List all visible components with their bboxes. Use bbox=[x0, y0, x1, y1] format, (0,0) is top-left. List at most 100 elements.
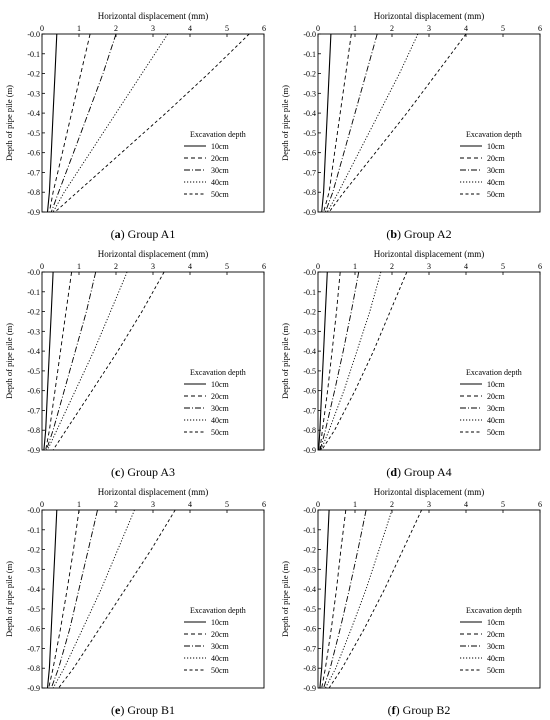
panel-caption: (a) Group A1 bbox=[111, 227, 176, 241]
y-tick-label: -0.8 bbox=[303, 664, 316, 673]
x-tick-label: 3 bbox=[427, 24, 431, 33]
panel-caption: (d) Group A4 bbox=[386, 465, 451, 479]
panel-letter: d bbox=[390, 465, 397, 479]
x-axis-title: Horizontal displacement (mm) bbox=[374, 249, 484, 259]
x-tick-label: 6 bbox=[538, 24, 542, 33]
legend-title: Excavation depth bbox=[190, 130, 246, 139]
y-tick-label: -0.5 bbox=[303, 129, 316, 138]
y-tick-label: -0.5 bbox=[27, 605, 40, 614]
plot-frame bbox=[317, 509, 541, 689]
x-tick-label: 4 bbox=[464, 500, 468, 509]
legend-item-40cm: 40cm bbox=[211, 654, 230, 663]
panel-group-name: Group B2 bbox=[403, 703, 451, 717]
series-line-40cm bbox=[52, 509, 135, 689]
legend-item-10cm: 10cm bbox=[211, 618, 230, 627]
legend-item-10cm: 10cm bbox=[487, 380, 506, 389]
y-axis-title: Depth of pipe pile (m) bbox=[280, 85, 290, 161]
x-tick-label: 6 bbox=[262, 24, 266, 33]
x-tick-label: 0 bbox=[316, 24, 320, 33]
x-axis-title: Horizontal displacement (mm) bbox=[98, 249, 208, 259]
x-tick-label: 4 bbox=[188, 262, 192, 271]
x-tick-label: 4 bbox=[464, 24, 468, 33]
y-tick-label: -0.6 bbox=[27, 387, 40, 396]
legend-item-30cm: 30cm bbox=[487, 404, 506, 413]
y-tick-label: -0.8 bbox=[303, 426, 316, 435]
legend: Excavation depth 10cm 20cm 30cm 40cm 50cm bbox=[460, 606, 522, 675]
panel-group-name: Group A3 bbox=[127, 465, 175, 479]
y-tick-label: -0.8 bbox=[303, 188, 316, 197]
y-tick-label: -0.5 bbox=[303, 605, 316, 614]
x-tick-label: 1 bbox=[353, 262, 357, 271]
legend-title: Excavation depth bbox=[466, 130, 522, 139]
series-line-10cm bbox=[43, 271, 54, 451]
x-tick-label: 6 bbox=[262, 500, 266, 509]
y-tick-label: -0.3 bbox=[303, 327, 316, 336]
x-tick-label: 0 bbox=[316, 262, 320, 271]
x-tick-label: 3 bbox=[427, 262, 431, 271]
legend-item-20cm: 20cm bbox=[211, 392, 230, 401]
y-tick-label: -0.6 bbox=[303, 387, 316, 396]
panel-group-name: Group A2 bbox=[404, 227, 452, 241]
y-tick-label: -0.7 bbox=[27, 168, 40, 177]
y-tick-label: -0.7 bbox=[27, 406, 40, 415]
panel-group-name: Group A1 bbox=[128, 227, 176, 241]
y-tick-label: -0.3 bbox=[27, 327, 40, 336]
y-tick-label: -0.8 bbox=[27, 664, 40, 673]
x-tick-label: 2 bbox=[390, 500, 394, 509]
series-line-40cm bbox=[326, 33, 419, 213]
series-line-30cm bbox=[319, 271, 360, 451]
series-line-50cm bbox=[54, 33, 250, 213]
x-tick-label: 4 bbox=[188, 24, 192, 33]
panel-letter: a bbox=[115, 227, 121, 241]
series-line-40cm bbox=[52, 33, 169, 213]
y-tick-label: -0.6 bbox=[27, 149, 40, 158]
x-tick-label: 4 bbox=[188, 500, 192, 509]
chart-panel-c: 0 1 2 3 4 5 6 -0.0 -0.1 -0.2 -0.3 -0.4 -0.5 -0.6 -0.7 -… bbox=[4, 249, 266, 479]
x-tick-label: 1 bbox=[77, 500, 81, 509]
y-axis-title: Depth of pipe pile (m) bbox=[280, 561, 290, 637]
y-tick-label: -0.2 bbox=[303, 308, 316, 317]
x-tick-label: 1 bbox=[77, 262, 81, 271]
x-axis-title: Horizontal displacement (mm) bbox=[374, 11, 484, 21]
y-axis-title: Depth of pipe pile (m) bbox=[4, 85, 14, 161]
legend-item-30cm: 30cm bbox=[211, 642, 230, 651]
y-tick-label: -0.6 bbox=[303, 625, 316, 634]
panel-group-name: Group B1 bbox=[127, 703, 175, 717]
panel-letter: e bbox=[115, 703, 121, 717]
y-tick-label: -0.0 bbox=[27, 506, 40, 515]
chart-panel-f: 0 1 2 3 4 5 6 -0.0 -0.1 -0.2 -0.3 -0.4 -0.5 -0.6 -0.7 -… bbox=[280, 487, 542, 717]
x-tick-label: 2 bbox=[390, 262, 394, 271]
x-tick-label: 6 bbox=[538, 500, 542, 509]
y-tick-label: -0.7 bbox=[27, 644, 40, 653]
panel-letter: f bbox=[392, 703, 397, 717]
y-tick-label: -0.7 bbox=[303, 168, 316, 177]
x-tick-label: 0 bbox=[40, 262, 44, 271]
y-tick-label: -0.4 bbox=[27, 347, 40, 356]
y-tick-label: -0.7 bbox=[303, 406, 316, 415]
y-tick-label: -0.5 bbox=[27, 367, 40, 376]
y-tick-label: -0.1 bbox=[303, 288, 316, 297]
y-tick-label: -0.2 bbox=[27, 308, 40, 317]
legend-title: Excavation depth bbox=[466, 368, 522, 377]
series-line-30cm bbox=[45, 271, 97, 451]
series-line-30cm bbox=[50, 33, 117, 213]
series-line-10cm bbox=[321, 33, 332, 213]
y-tick-label: -0.1 bbox=[27, 526, 40, 535]
series-line-20cm bbox=[321, 509, 347, 689]
panel-caption: (f) Group B2 bbox=[388, 703, 451, 717]
plot-frame bbox=[41, 33, 265, 213]
y-tick-label: -0.7 bbox=[303, 644, 316, 653]
y-tick-label: -0.4 bbox=[303, 347, 316, 356]
y-tick-label: -0.9 bbox=[303, 684, 316, 693]
x-tick-label: 1 bbox=[353, 24, 357, 33]
x-tick-label: 3 bbox=[151, 24, 155, 33]
panel-caption: (c) Group A3 bbox=[111, 465, 175, 479]
legend-item-10cm: 10cm bbox=[487, 618, 506, 627]
y-tick-label: -0.6 bbox=[27, 625, 40, 634]
plot-frame bbox=[41, 271, 265, 451]
y-tick-label: -0.0 bbox=[303, 268, 316, 277]
y-tick-label: -0.5 bbox=[303, 367, 316, 376]
x-tick-label: 2 bbox=[390, 24, 394, 33]
series-line-50cm bbox=[328, 509, 423, 689]
x-tick-label: 2 bbox=[114, 24, 118, 33]
